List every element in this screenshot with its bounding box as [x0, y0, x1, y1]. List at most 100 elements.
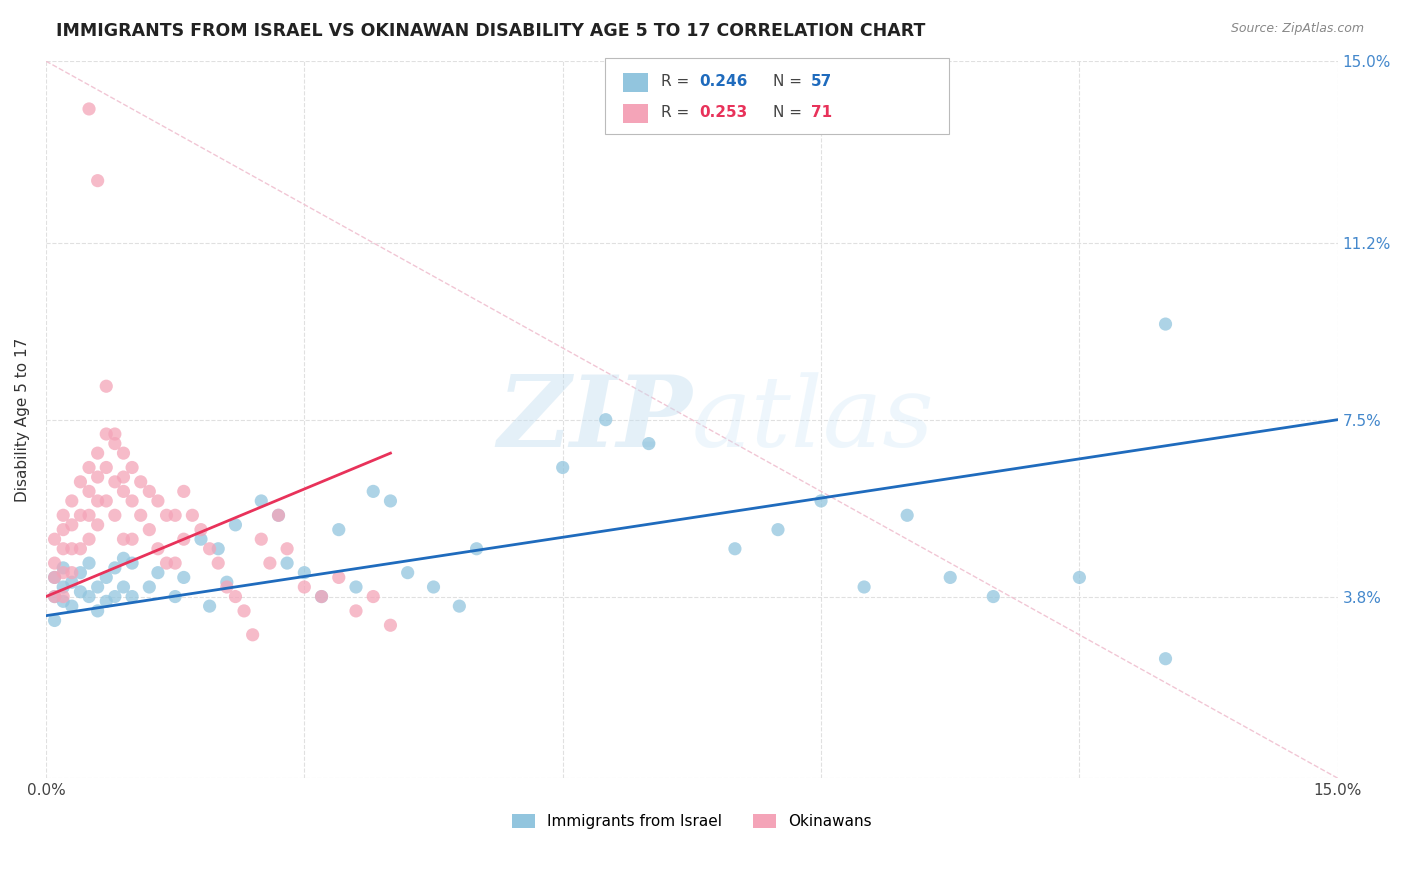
Point	[328, 570, 350, 584]
Point	[190, 523, 212, 537]
Point	[155, 556, 177, 570]
Point	[77, 484, 100, 499]
Point	[292, 566, 315, 580]
Point	[52, 594, 75, 608]
Point	[173, 484, 195, 499]
Point	[173, 570, 195, 584]
Point	[96, 460, 118, 475]
Point	[44, 556, 66, 570]
Point	[112, 551, 135, 566]
Point	[86, 446, 108, 460]
Point	[96, 379, 118, 393]
Point	[52, 590, 75, 604]
Point	[810, 494, 832, 508]
Point	[344, 604, 367, 618]
Point	[267, 508, 290, 523]
Point	[138, 580, 160, 594]
Point	[44, 590, 66, 604]
Point	[96, 594, 118, 608]
Point	[52, 541, 75, 556]
Point	[250, 494, 273, 508]
Point	[112, 470, 135, 484]
Point	[138, 484, 160, 499]
Point	[129, 475, 152, 489]
Point	[292, 580, 315, 594]
Point	[165, 508, 187, 523]
Point	[121, 494, 143, 508]
Point	[77, 102, 100, 116]
Point	[96, 427, 118, 442]
Point	[242, 628, 264, 642]
Point	[181, 508, 204, 523]
Point	[311, 590, 333, 604]
Point	[52, 508, 75, 523]
Point	[86, 494, 108, 508]
Point	[86, 470, 108, 484]
Point	[69, 584, 91, 599]
Point	[165, 556, 187, 570]
Point	[207, 541, 229, 556]
Point	[44, 570, 66, 584]
Point	[77, 460, 100, 475]
Legend: Immigrants from Israel, Okinawans: Immigrants from Israel, Okinawans	[506, 808, 877, 835]
Text: 71: 71	[811, 105, 832, 120]
Point	[276, 541, 298, 556]
Point	[44, 590, 66, 604]
Y-axis label: Disability Age 5 to 17: Disability Age 5 to 17	[15, 337, 30, 502]
Point	[276, 556, 298, 570]
Point	[52, 580, 75, 594]
Point	[361, 484, 384, 499]
Point	[96, 570, 118, 584]
Text: atlas: atlas	[692, 372, 935, 467]
Point	[939, 570, 962, 584]
Point	[981, 590, 1004, 604]
Point	[86, 604, 108, 618]
Point	[173, 532, 195, 546]
Point	[112, 484, 135, 499]
Point	[250, 532, 273, 546]
Point	[155, 508, 177, 523]
Point	[129, 508, 152, 523]
Point	[198, 599, 221, 614]
Point	[52, 566, 75, 580]
Point	[190, 532, 212, 546]
Point	[77, 508, 100, 523]
Point	[637, 436, 659, 450]
Point	[112, 532, 135, 546]
Text: R =: R =	[661, 74, 695, 88]
Point	[380, 494, 402, 508]
Point	[60, 566, 83, 580]
Point	[69, 566, 91, 580]
Text: 0.253: 0.253	[699, 105, 747, 120]
Point	[344, 580, 367, 594]
Point	[60, 517, 83, 532]
Point	[60, 494, 83, 508]
Point	[121, 532, 143, 546]
Point	[52, 523, 75, 537]
Point	[104, 590, 127, 604]
Point	[224, 517, 246, 532]
Point	[215, 580, 238, 594]
Point	[595, 412, 617, 426]
Point	[77, 532, 100, 546]
Text: Source: ZipAtlas.com: Source: ZipAtlas.com	[1230, 22, 1364, 36]
Point	[86, 174, 108, 188]
Point	[121, 590, 143, 604]
Point	[104, 508, 127, 523]
Point	[104, 427, 127, 442]
Text: N =: N =	[773, 74, 807, 88]
Point	[77, 590, 100, 604]
Point	[60, 599, 83, 614]
Point	[1154, 317, 1177, 331]
Point	[86, 580, 108, 594]
Point	[146, 494, 169, 508]
Point	[146, 541, 169, 556]
Point	[44, 570, 66, 584]
Point	[311, 590, 333, 604]
Point	[380, 618, 402, 632]
Point	[896, 508, 918, 523]
Point	[52, 561, 75, 575]
Point	[69, 508, 91, 523]
Point	[138, 523, 160, 537]
Point	[121, 460, 143, 475]
